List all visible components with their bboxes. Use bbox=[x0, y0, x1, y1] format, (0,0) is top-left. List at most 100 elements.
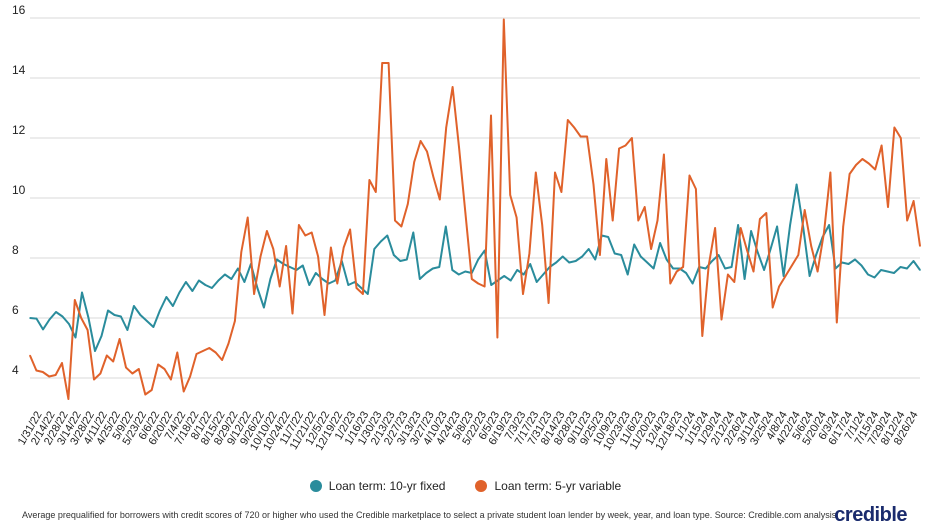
data-point bbox=[782, 275, 785, 277]
data-point bbox=[464, 212, 467, 214]
data-point bbox=[592, 183, 595, 186]
data-point bbox=[847, 263, 850, 265]
data-point bbox=[310, 231, 313, 234]
data-point bbox=[55, 311, 57, 313]
data-point bbox=[542, 273, 545, 276]
data-point bbox=[873, 276, 876, 279]
data-point bbox=[360, 287, 363, 289]
series-line-10yr-fixed bbox=[29, 183, 921, 352]
data-point bbox=[431, 267, 434, 270]
data-point bbox=[221, 359, 223, 361]
data-point bbox=[35, 317, 38, 320]
data-point bbox=[727, 273, 729, 276]
data-point bbox=[769, 248, 772, 250]
data-point bbox=[178, 291, 181, 294]
data-point bbox=[211, 287, 213, 289]
data-point bbox=[35, 369, 38, 372]
data-point bbox=[685, 272, 687, 274]
data-point bbox=[880, 269, 882, 271]
data-point bbox=[74, 299, 76, 301]
data-point bbox=[605, 158, 608, 160]
data-point bbox=[367, 293, 369, 295]
data-point bbox=[269, 278, 272, 280]
data-point bbox=[529, 263, 532, 265]
data-point bbox=[67, 398, 70, 400]
data-point bbox=[522, 293, 524, 295]
y-tick-label: 4 bbox=[12, 363, 19, 377]
data-point bbox=[374, 191, 377, 193]
data-point bbox=[919, 245, 921, 247]
data-point bbox=[810, 245, 812, 247]
data-point bbox=[663, 153, 665, 156]
data-point bbox=[470, 278, 473, 280]
data-point bbox=[650, 248, 652, 250]
data-point bbox=[100, 335, 103, 337]
data-point bbox=[568, 261, 570, 264]
data-point bbox=[887, 206, 889, 208]
data-point bbox=[573, 126, 576, 129]
data-point bbox=[61, 362, 63, 364]
data-point bbox=[289, 266, 291, 268]
data-point bbox=[599, 254, 601, 256]
data-point bbox=[54, 374, 57, 376]
data-point bbox=[170, 378, 172, 381]
brand-logo: credible bbox=[834, 504, 907, 526]
data-point bbox=[418, 278, 421, 280]
data-point bbox=[107, 309, 109, 312]
data-point bbox=[118, 338, 121, 340]
legend-item-5yr-variable: Loan term: 5-yr variable bbox=[475, 479, 621, 493]
data-point bbox=[413, 161, 415, 163]
data-point bbox=[94, 350, 96, 352]
data-point bbox=[704, 267, 707, 270]
data-point bbox=[202, 350, 204, 352]
data-point bbox=[464, 270, 467, 273]
data-point bbox=[74, 336, 77, 339]
data-point bbox=[214, 351, 217, 354]
data-point bbox=[874, 168, 876, 171]
data-point bbox=[355, 287, 358, 289]
data-point bbox=[29, 317, 31, 319]
data-point bbox=[867, 273, 869, 276]
data-point bbox=[392, 254, 395, 256]
y-tick-label: 16 bbox=[12, 3, 26, 17]
series-line-5yr-variable bbox=[29, 18, 921, 400]
data-point bbox=[643, 206, 646, 208]
data-point bbox=[308, 284, 311, 286]
data-point bbox=[159, 309, 161, 312]
data-point bbox=[445, 126, 447, 129]
data-point bbox=[172, 305, 174, 307]
data-point bbox=[646, 261, 648, 264]
data-point bbox=[912, 260, 915, 262]
data-point bbox=[165, 296, 168, 298]
data-point bbox=[639, 255, 642, 258]
data-point bbox=[259, 255, 262, 258]
data-point bbox=[120, 315, 122, 318]
data-point bbox=[906, 219, 908, 222]
data-point bbox=[112, 360, 115, 363]
data-point bbox=[669, 282, 672, 285]
data-point bbox=[29, 354, 31, 357]
data-point bbox=[587, 248, 590, 250]
data-point bbox=[347, 284, 350, 286]
y-tick-label: 10 bbox=[12, 183, 26, 197]
data-point bbox=[342, 246, 345, 249]
data-point bbox=[750, 230, 752, 232]
data-point bbox=[106, 354, 108, 357]
y-tick-label: 6 bbox=[12, 303, 19, 317]
data-point bbox=[717, 254, 720, 256]
data-point bbox=[778, 285, 780, 288]
data-point bbox=[815, 254, 817, 256]
data-point bbox=[555, 261, 558, 264]
data-point bbox=[503, 275, 506, 277]
data-point bbox=[516, 269, 519, 271]
data-point bbox=[399, 260, 402, 262]
data-point bbox=[675, 270, 678, 273]
legend-label-10yr-fixed: Loan term: 10-yr fixed bbox=[328, 479, 446, 493]
data-point bbox=[483, 285, 486, 288]
data-point bbox=[594, 258, 596, 261]
data-point bbox=[400, 225, 403, 228]
data-point bbox=[763, 269, 765, 271]
data-point bbox=[176, 351, 179, 354]
data-point bbox=[451, 86, 454, 88]
data-point bbox=[243, 281, 246, 283]
